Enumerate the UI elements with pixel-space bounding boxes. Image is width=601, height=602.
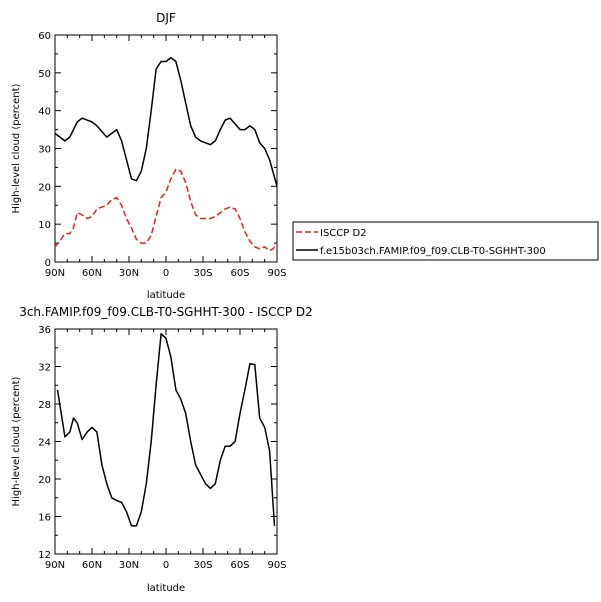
chart2-y-tick-label: 28: [38, 400, 51, 411]
legend-box: [292, 221, 599, 261]
chart1-x-tick-label: 0: [163, 268, 169, 279]
chart1-x-axis-title: latitude: [147, 290, 185, 301]
chart1-series-line-2: [54, 56, 278, 187]
chart2-x-tick-label: 90S: [267, 560, 286, 571]
chart1-y-tick-label: 0: [45, 258, 51, 269]
chart2-x-tick-label: 60N: [82, 560, 102, 571]
chart2-series-line-1: [56, 332, 276, 527]
chart1-y-axis-title: High-level cloud (percent): [11, 83, 22, 213]
chart2-y-tick-label: 24: [38, 438, 51, 449]
chart2-plot-frame: [54, 328, 278, 555]
chart2-y-tick-label: 20: [38, 475, 51, 486]
chart2-y-tick-label: 36: [38, 325, 51, 336]
chart1-y-tick-label: 30: [38, 145, 51, 156]
chart2-x-tick-label: 90N: [45, 560, 65, 571]
chart1-x-tick-label: 60N: [82, 268, 102, 279]
chart2-title: 3ch.FAMIP.f09_f09.CLB-T0-SGHHT-300 - ISC…: [19, 305, 313, 319]
chart1-y-tick-label: 60: [38, 31, 51, 42]
chart2-y-tick-label: 16: [38, 513, 51, 524]
chart2-y-axis-title: High-level cloud (percent): [11, 376, 22, 506]
legend-label-1: ISCCP D2: [320, 228, 367, 239]
legend-label-2: f.e15b03ch.FAMIP.f09_f09.CLB-T0-SGHHT-30…: [320, 246, 546, 257]
chart2-y-tick-label: 12: [38, 550, 51, 561]
chart1-title: DJF: [156, 11, 176, 25]
chart2-y-tick-label: 32: [38, 363, 51, 374]
chart1-y-tick-label: 50: [38, 69, 51, 80]
chart1-x-tick-label: 30N: [119, 268, 139, 279]
chart1-x-tick-label: 30S: [193, 268, 212, 279]
chart1-y-tick-label: 40: [38, 107, 51, 118]
chart2-x-tick-label: 30N: [119, 560, 139, 571]
chart1-y-tick-label: 20: [38, 182, 51, 193]
chart2-x-tick-label: 60S: [230, 560, 249, 571]
chart1-series-line-1: [54, 168, 278, 252]
chart1-x-tick-label: 90N: [45, 268, 65, 279]
chart2-x-axis-title: latitude: [147, 583, 185, 594]
chart1-y-tick-label: 10: [38, 220, 51, 231]
chart2-x-tick-label: 30S: [193, 560, 212, 571]
chart1-x-tick-label: 90S: [267, 268, 286, 279]
chart1-x-tick-label: 60S: [230, 268, 249, 279]
chart2-x-tick-label: 0: [163, 560, 169, 571]
